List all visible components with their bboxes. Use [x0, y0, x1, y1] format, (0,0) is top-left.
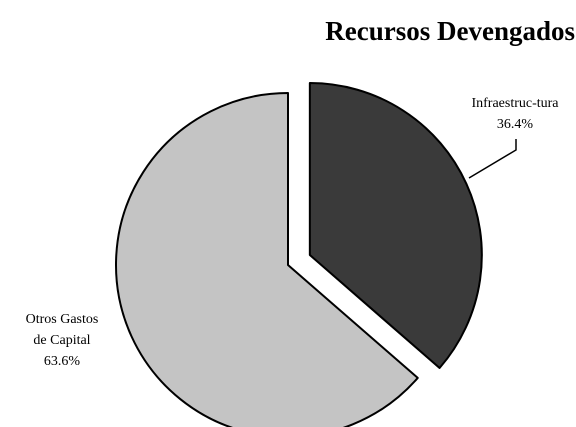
leader-lines — [468, 139, 517, 179]
pie-slices — [115, 82, 483, 427]
pie-slice-0 — [308, 82, 483, 369]
slice-labels: Infraestruc-tura 36.4% Otros Gastos de Capi… — [26, 96, 560, 369]
slice-value-label: 63.6% — [44, 354, 81, 369]
slice-value-label: 36.4% — [497, 117, 534, 132]
chart-title: Recursos Devengados — [325, 16, 575, 46]
slice-label-1: Otros Gastos de Capital 63.6% — [26, 312, 99, 369]
slice-name-line: Otros Gastos — [26, 312, 99, 327]
leader-line-0 — [468, 139, 517, 179]
slice-name-line: de Capital — [33, 333, 90, 348]
pie-slice-1 — [115, 92, 419, 427]
slice-name-line: Infraestruc-tura — [471, 96, 559, 111]
slice-label-0: Infraestruc-tura 36.4% — [471, 96, 559, 132]
